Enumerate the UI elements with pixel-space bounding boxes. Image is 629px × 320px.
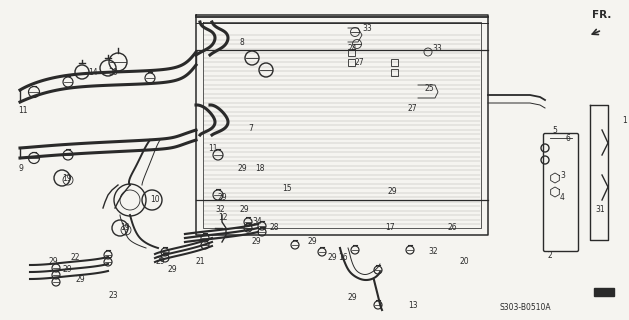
Text: 33: 33 [362,23,372,33]
Text: 17: 17 [385,223,394,233]
Text: 29: 29 [388,188,398,196]
Text: 29: 29 [62,266,72,275]
Text: 21: 21 [195,258,204,267]
Text: 29: 29 [238,164,248,172]
Bar [391,59,399,66]
Text: 29: 29 [218,194,228,203]
Text: 31: 31 [595,205,604,214]
Text: 29: 29 [328,253,338,262]
Text: 20: 20 [460,258,470,267]
Text: 18: 18 [255,164,265,172]
Text: 6: 6 [566,133,571,142]
Text: 29: 29 [75,276,85,284]
Bar [391,68,399,76]
Text: 25: 25 [425,84,435,92]
Text: 11: 11 [18,106,28,115]
Text: 29: 29 [308,237,318,246]
Text: 27: 27 [408,103,418,113]
Text: 27: 27 [355,58,365,67]
Text: 16: 16 [338,253,348,262]
Text: 34: 34 [252,218,262,227]
Text: 26: 26 [448,223,458,233]
Text: 11: 11 [208,143,218,153]
Text: 13: 13 [408,300,418,309]
Text: 5: 5 [552,125,557,134]
Text: 2: 2 [548,251,553,260]
Bar [348,59,355,66]
Text: 29: 29 [240,205,250,214]
Text: 32: 32 [215,205,225,214]
Polygon shape [594,288,614,296]
Text: S303-B0510A: S303-B0510A [500,303,552,313]
Text: FR.: FR. [592,10,611,20]
Text: 23: 23 [108,291,118,300]
Text: 19: 19 [62,173,72,182]
Text: 30: 30 [108,68,118,76]
Text: 3: 3 [560,171,565,180]
Text: 29: 29 [252,237,262,246]
Text: 33: 33 [432,44,442,52]
Text: 24: 24 [348,44,358,52]
Text: 28: 28 [270,223,279,233]
Text: 8: 8 [240,37,245,46]
Text: 14: 14 [88,68,97,76]
Text: 7: 7 [248,124,253,132]
Text: 22: 22 [70,253,79,262]
Text: 10: 10 [150,196,160,204]
Text: 32: 32 [428,247,438,257]
Text: 15: 15 [282,183,292,193]
Bar [348,49,355,55]
Text: 9: 9 [18,164,23,172]
Text: 4: 4 [560,194,565,203]
Text: 19: 19 [120,223,130,233]
Text: 29: 29 [48,258,58,267]
Text: 1: 1 [622,116,626,124]
Text: 29: 29 [348,293,358,302]
Text: 29: 29 [155,258,165,267]
Text: 12: 12 [218,213,228,222]
Text: 29: 29 [168,266,177,275]
